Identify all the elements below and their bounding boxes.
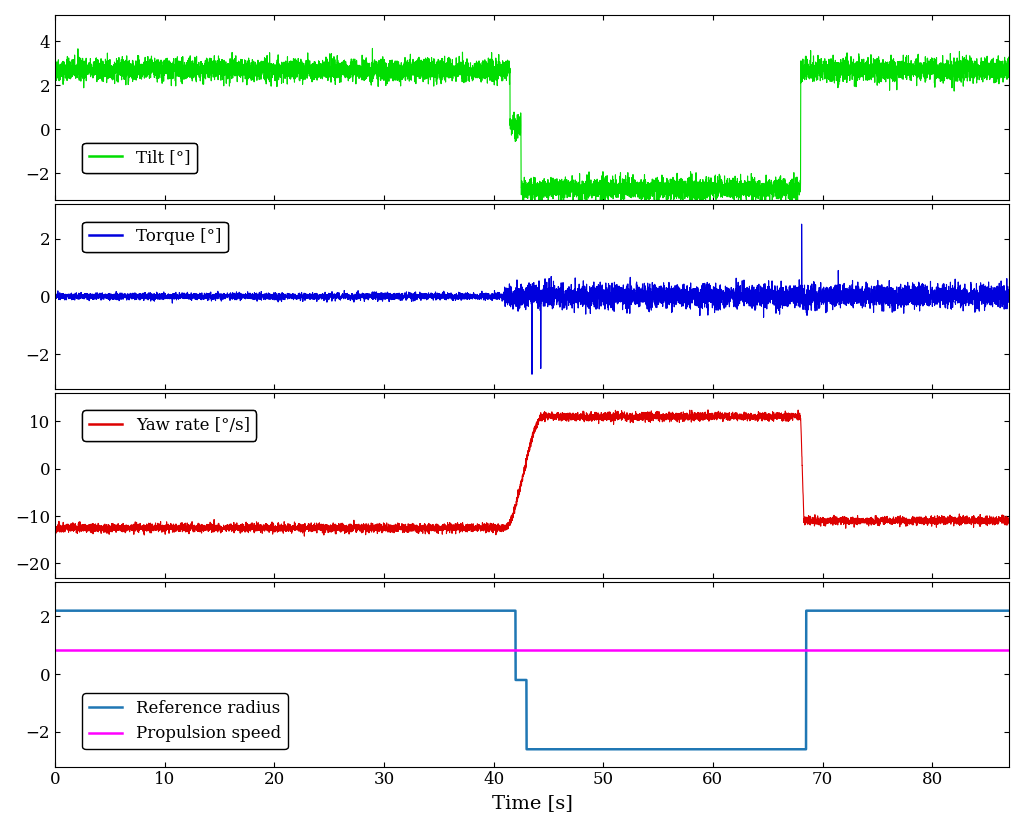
Legend: Torque [°]: Torque [°] (82, 222, 227, 252)
Legend: Yaw rate [°/s]: Yaw rate [°/s] (82, 410, 256, 441)
Legend: Reference radius, Propulsion speed: Reference radius, Propulsion speed (82, 693, 288, 749)
X-axis label: Time [s]: Time [s] (492, 794, 572, 812)
Legend: Tilt [°]: Tilt [°] (82, 142, 197, 173)
